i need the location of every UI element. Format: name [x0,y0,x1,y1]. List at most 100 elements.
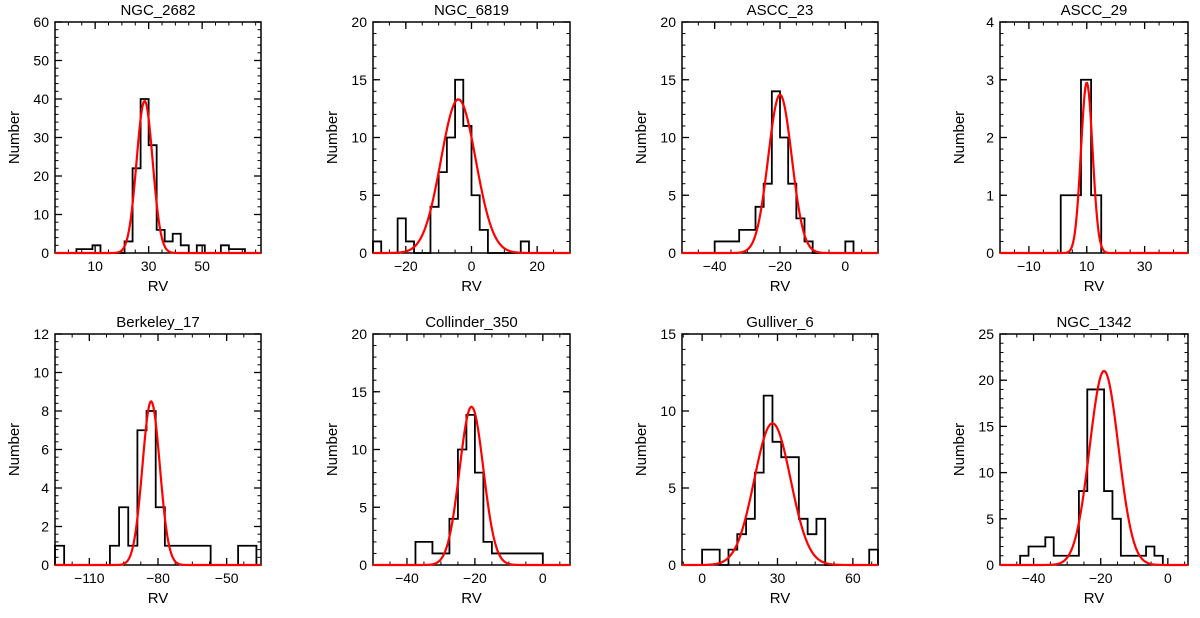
y-tick-label: 15 [351,384,367,400]
x-tick-label: 0 [468,258,476,274]
x-tick-label: 0 [698,570,706,586]
panel-title: ASCC_23 [747,2,814,19]
y-tick-label: 15 [660,72,676,88]
x-tick-label: −20 [1089,570,1113,586]
panel-title: Berkeley_17 [116,314,199,331]
x-tick-label: 30 [141,258,157,274]
y-axis-label: Number [6,111,23,164]
x-axis-label: RV [148,278,169,295]
y-tick-label: 10 [660,403,676,419]
y-tick-label: 0 [41,557,49,573]
y-tick-label: 10 [33,207,49,223]
x-tick-label: −40 [395,570,419,586]
y-axis-label: Number [324,423,341,476]
histogram-steps [54,410,258,566]
y-tick-label: 20 [660,14,676,30]
gaussian-fit-curve [55,400,261,567]
x-tick-label: −40 [703,258,727,274]
y-tick-label: 30 [33,130,49,146]
y-tick-label: 12 [33,326,49,342]
panel-title: Gulliver_6 [746,314,814,331]
histogram-panel: ASCC_29 0 1 2 3 4 −10 10 30 RV Number [951,2,1189,295]
x-tick-label: −20 [394,258,418,274]
y-tick-label: 1 [986,187,994,203]
y-axis-label: Number [6,423,23,476]
y-tick-label: 4 [986,14,994,30]
y-tick-label: 5 [359,499,367,515]
gaussian-fit-curve [682,93,878,255]
y-tick-label: 40 [33,91,49,107]
y-tick-label: 0 [359,557,367,573]
y-tick-label: 3 [986,72,994,88]
histogram-panel: NGC_6819 0 5 10 15 20 −20 0 20 RV Number [324,2,571,295]
y-tick-label: 2 [986,130,994,146]
x-tick-label: 0 [841,258,849,274]
x-axis-label: RV [461,590,482,607]
y-axis-label: Number [951,111,968,164]
y-axis-label: Number [324,111,341,164]
y-tick-label: 20 [33,168,49,184]
y-tick-label: 0 [986,245,994,261]
x-axis-label: RV [770,590,791,607]
y-tick-label: 5 [986,511,994,527]
y-tick-label: 10 [351,130,367,146]
x-tick-label: −110 [74,570,105,586]
y-tick-label: 60 [33,14,49,30]
y-tick-label: 0 [668,557,676,573]
gaussian-fit-curve [682,422,878,567]
x-tick-label: 50 [194,258,210,274]
y-tick-label: 10 [351,442,367,458]
y-tick-label: 15 [351,72,367,88]
plot-frame [372,333,571,566]
panel-title: Collinder_350 [425,314,518,331]
x-axis-label: RV [1084,590,1105,607]
histogram-panel: Gulliver_6 0 5 10 15 0 30 60 RV Number [633,314,879,607]
x-tick-label: 0 [1164,570,1172,586]
histogram-panel: ASCC_23 0 5 10 15 20 −40 −20 0 RV Number [633,2,879,295]
y-tick-label: 5 [359,187,367,203]
y-tick-label: 15 [978,418,994,434]
x-tick-label: 30 [770,570,786,586]
x-tick-label: −50 [215,570,239,586]
y-tick-label: 6 [41,442,49,458]
x-axis-label: RV [1084,278,1105,295]
gaussian-fit-curve [55,99,261,255]
y-axis-label: Number [633,423,650,476]
y-tick-label: 0 [668,245,676,261]
panel-title: ASCC_29 [1061,2,1128,19]
histogram-steps [1019,388,1164,565]
x-axis-label: RV [770,278,791,295]
plot-frame [999,21,1189,254]
gaussian-fit-curve [373,405,570,567]
histogram-panel: NGC_2682 0 10 20 30 40 50 60 10 30 50 RV Number [6,2,262,295]
gaussian-fit-curve [1000,81,1188,255]
y-tick-label: 2 [41,519,49,535]
y-tick-label: 50 [33,53,49,69]
y-tick-label: 0 [41,245,49,261]
panel-title: NGC_1342 [1056,314,1131,331]
y-tick-label: 10 [978,465,994,481]
x-tick-label: −20 [768,258,792,274]
histogram-steps [372,78,538,254]
y-tick-label: 15 [660,326,676,342]
x-tick-label: −80 [146,570,170,586]
x-tick-label: 10 [1079,258,1095,274]
x-tick-label: −10 [1017,258,1041,274]
y-tick-label: 5 [668,187,676,203]
y-tick-label: 25 [978,326,994,342]
x-tick-label: 30 [1137,258,1153,274]
y-axis-label: Number [951,423,968,476]
x-tick-label: 10 [87,258,103,274]
y-tick-label: 5 [668,480,676,496]
plot-frame [681,333,879,566]
gaussian-fit-curve [373,98,570,255]
histogram-panel: NGC_1342 0 5 10 15 20 25 −40 −20 0 RV Number [951,314,1189,607]
y-tick-label: 20 [351,14,367,30]
histogram-steps [1059,78,1103,253]
y-tick-label: 10 [660,130,676,146]
panel-title: NGC_2682 [120,2,195,19]
y-tick-label: 0 [986,557,994,573]
y-tick-label: 20 [978,372,994,388]
x-tick-label: −40 [1022,570,1046,586]
y-tick-label: 8 [41,403,49,419]
